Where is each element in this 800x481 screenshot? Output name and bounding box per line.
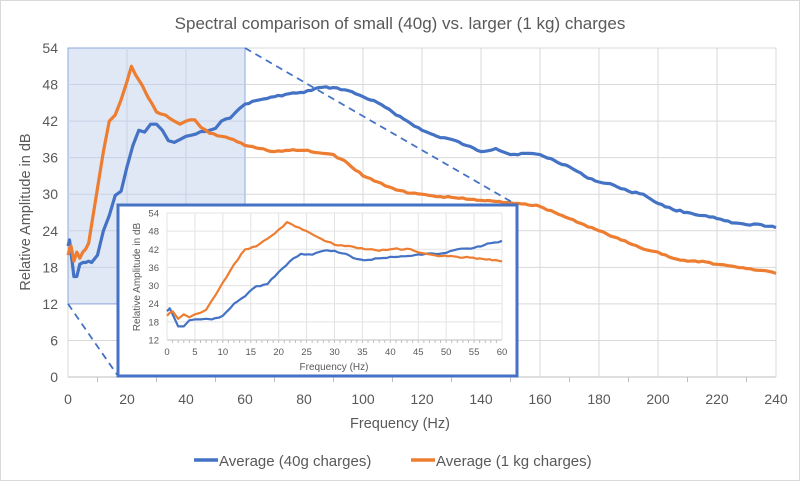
main-x-tick-label: 120 xyxy=(410,391,434,407)
main-y-tick-label: 24 xyxy=(42,223,58,239)
inset-y-ticks: 12 18 24 30 36 42 48 54 xyxy=(148,209,159,347)
inset-y-tick-label: 30 xyxy=(148,281,159,292)
inset-series-line-1 xyxy=(166,221,503,320)
inset-x-tick-label: 55 xyxy=(469,347,480,358)
inset-x-axis-label: Frequency (Hz) xyxy=(300,362,369,373)
main-x-tick-label: 140 xyxy=(469,391,493,407)
inset-x-tick-label: 35 xyxy=(357,347,368,358)
inset-y-tick-label: 36 xyxy=(148,263,159,274)
main-y-tick-label: 48 xyxy=(42,77,58,93)
main-y-tick-label: 42 xyxy=(42,113,58,129)
main-y-tick-label: 0 xyxy=(50,369,58,385)
main-x-tick-label: 160 xyxy=(528,391,552,407)
main-x-tick-label: 0 xyxy=(64,391,72,407)
inset-grid xyxy=(166,212,503,343)
zoom-connector-bottom xyxy=(67,303,119,377)
main-y-ticks: 0 6 12 18 24 30 36 42 48 54 xyxy=(42,40,58,385)
main-x-ticks: 0 20 40 60 80 100 120 140 160 180 200 220 240 xyxy=(64,391,788,407)
legend: Average (40g charges) Average (1 kg char… xyxy=(194,453,592,470)
main-x-tick-label: 40 xyxy=(178,391,194,407)
inset-x-tick-label: 15 xyxy=(245,347,256,358)
inset-x-tick-label: 30 xyxy=(329,347,340,358)
inset-border xyxy=(116,203,519,378)
main-series xyxy=(66,64,777,279)
main-x-tick-label: 100 xyxy=(351,391,375,407)
main-x-tick-label: 240 xyxy=(764,391,788,407)
main-y-tick-label: 36 xyxy=(42,150,58,166)
legend-label-40g: Average (40g charges) xyxy=(219,453,371,470)
main-x-tick-label: 220 xyxy=(705,391,729,407)
inset-y-tick-label: 42 xyxy=(148,245,159,256)
inset-x-tick-label: 10 xyxy=(218,347,229,358)
main-y-tick-label: 54 xyxy=(42,40,58,56)
inset-chart: 12 18 24 30 36 42 48 54 0 5 10 15 20 25 30 35 40 45 50 55 6… xyxy=(116,203,519,378)
inset-x-tick-label: 20 xyxy=(273,347,284,358)
legend-label-1kg: Average (1 kg charges) xyxy=(436,453,592,470)
inset-y-tick-label: 54 xyxy=(148,209,159,220)
zoom-connector-top xyxy=(244,47,518,206)
main-y-tick-label: 12 xyxy=(42,296,58,312)
main-y-tick-label: 30 xyxy=(42,186,58,202)
inset-y-tick-label: 12 xyxy=(148,336,159,347)
main-x-tick-label: 20 xyxy=(119,391,135,407)
main-series-line-1 xyxy=(66,64,777,275)
inset-series-line-0 xyxy=(166,239,503,328)
main-x-tick-label: 60 xyxy=(237,391,253,407)
inset-series xyxy=(166,221,503,328)
inset-x-tick-label: 45 xyxy=(413,347,424,358)
chart-title: Spectral comparison of small (40g) vs. l… xyxy=(175,14,626,33)
inset-x-tick-label: 40 xyxy=(385,347,396,358)
inset-x-tick-label: 0 xyxy=(164,347,169,358)
inset-x-ticks: 0 5 10 15 20 25 30 35 40 45 50 55 60 xyxy=(164,347,507,358)
main-x-tick-label: 80 xyxy=(296,391,312,407)
main-y-tick-label: 18 xyxy=(42,259,58,275)
inset-y-tick-label: 24 xyxy=(148,299,159,310)
y-axis-label: Relative Amplitude in dB xyxy=(18,133,34,290)
inset-y-tick-label: 18 xyxy=(148,317,159,328)
inset-y-axis-label: Relative Amplitude in dB xyxy=(132,222,143,331)
x-axis-label: Frequency (Hz) xyxy=(350,416,450,432)
inset-x-tick-label: 5 xyxy=(192,347,197,358)
inset-x-tick-label: 25 xyxy=(301,347,312,358)
inset-y-tick-label: 48 xyxy=(148,227,159,238)
main-y-tick-label: 6 xyxy=(50,332,58,348)
zoom-connectors xyxy=(67,47,518,377)
main-x-tick-label: 200 xyxy=(646,391,670,407)
main-series-line-0 xyxy=(66,85,777,279)
inset-x-tick-label: 50 xyxy=(441,347,452,358)
main-x-tick-label: 180 xyxy=(587,391,611,407)
inset-x-tick-label: 60 xyxy=(497,347,508,358)
